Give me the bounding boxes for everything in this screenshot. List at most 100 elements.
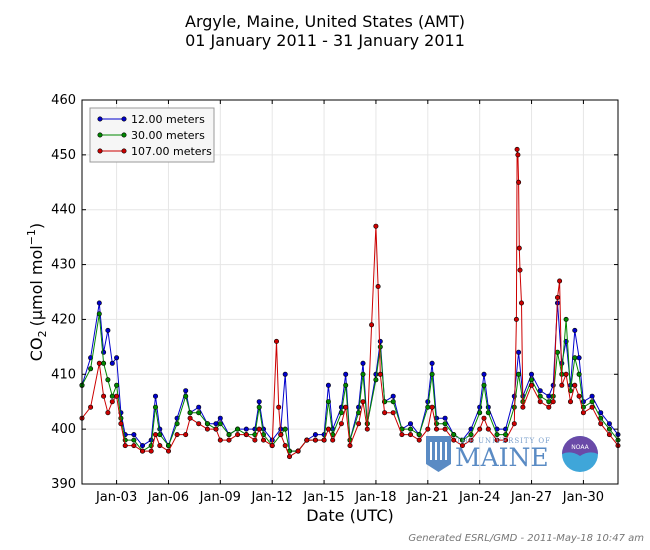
x-axis-label: Date (UTC) [306,506,394,525]
data-point [516,371,522,377]
data-point [451,437,457,443]
data-point [260,437,266,443]
data-point [377,338,383,344]
data-point [347,443,353,449]
data-point [343,371,349,377]
data-point [217,437,223,443]
data-point [369,322,375,328]
data-point [312,432,318,438]
data-point [416,437,422,443]
data-point [576,393,582,399]
data-point [338,421,344,427]
data-point [377,344,383,350]
data-point [407,432,413,438]
data-point [204,426,210,432]
university-shield [426,436,451,464]
data-point [516,349,522,355]
data-point [589,404,595,410]
data-point [477,426,483,432]
data-point [304,437,310,443]
data-point [481,415,487,421]
data-point [105,327,111,333]
data-point [96,360,102,366]
data-point [226,437,232,443]
plot-frame [81,99,619,485]
legend-label: 30.00 meters [131,129,205,142]
data-point [166,448,172,454]
data-point [557,278,563,284]
data-point [503,437,509,443]
data-point [360,399,366,405]
data-point [485,410,491,416]
x-tick-label: Jan-27 [510,490,552,505]
data-point [276,404,282,410]
y-tick-labels: 390 400 410 420 430 440 450 460 [51,93,76,492]
data-point [468,432,474,438]
legend-marker [97,148,103,154]
data-point [325,426,331,432]
data-point [528,377,534,383]
data-point [96,311,102,317]
x-tick-label: Jan-21 [406,490,448,505]
data-point [96,300,102,306]
data-point [429,404,435,410]
data-point [390,399,396,405]
data-point [503,432,509,438]
data-point [537,388,543,394]
data-point [118,421,124,427]
data-point [213,421,219,427]
data-point [295,448,301,454]
university-shield-point [426,464,451,472]
data-point [256,399,262,405]
y-label-unit: (μmol mol [27,245,46,326]
y-tick-label: 410 [51,367,76,382]
data-point [140,443,146,449]
y-tick-label: 430 [51,258,76,273]
y-tick-label: 420 [51,312,76,327]
data-point [407,426,413,432]
x-tick-label: Jan-03 [95,490,137,505]
data-point [114,355,120,361]
data-point [459,443,465,449]
data-point [554,349,560,355]
data-point [481,382,487,388]
x-tick-label: Jan-18 [354,490,396,505]
data-point [554,294,560,300]
data-point [312,437,318,443]
university-small-text: THE UNIVERSITY OF [456,437,551,445]
data-point [516,179,522,185]
data-point [157,432,163,438]
data-point [567,399,573,405]
data-point [256,404,262,410]
data-point [109,393,115,399]
data-point [511,421,517,427]
noaa-bird-icon [562,436,598,456]
noaa-text: NOAA [571,444,589,451]
data-point [399,432,405,438]
legend-marker [121,148,127,154]
data-point [589,399,595,405]
data-point [390,410,396,416]
y-tick-label: 400 [51,422,76,437]
data-point [598,410,604,416]
data-point [131,437,137,443]
legend-label: 12.00 meters [131,113,205,126]
data-point [373,371,379,377]
legend-label: 107.00 meters [131,145,212,158]
data-point [546,399,552,405]
x-tick-labels: Jan-03 Jan-06 Jan-09 Jan-12 Jan-15 Jan-18 Jan-… [95,490,604,505]
data-point [109,399,115,405]
x-tick-label: Jan-12 [251,490,293,505]
data-point [88,366,94,372]
data-point [101,393,107,399]
data-point [606,426,612,432]
data-point [243,432,249,438]
data-point [330,437,336,443]
data-point [518,300,524,306]
x-tick-label: Jan-30 [562,490,604,505]
data-point [174,432,180,438]
data-point [520,404,526,410]
y-tick-label: 440 [51,203,76,218]
data-point [105,410,111,416]
